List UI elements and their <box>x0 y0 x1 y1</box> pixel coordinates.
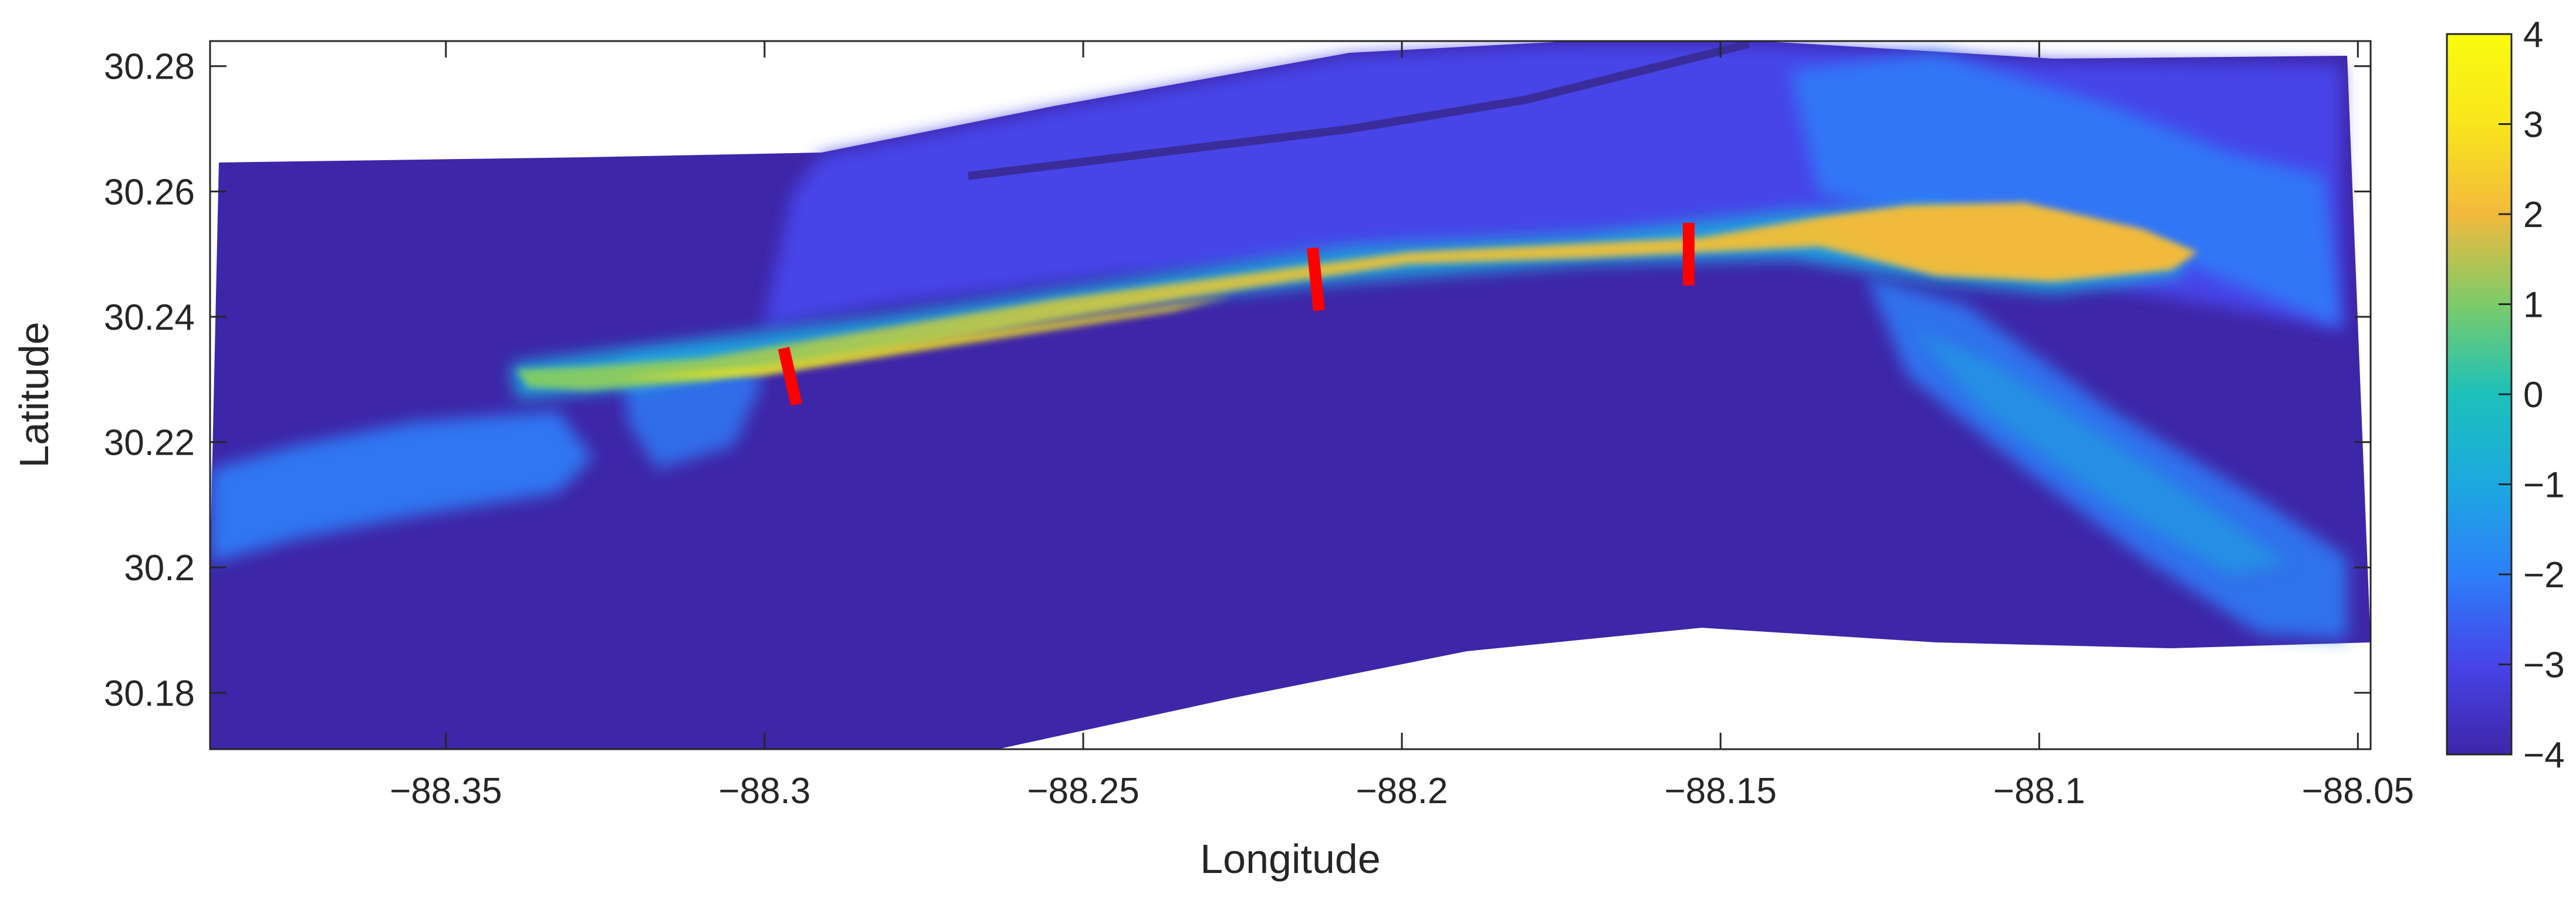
x-tick-label: −88.1 <box>1993 771 2085 811</box>
y-tick-label: 30.18 <box>104 674 195 714</box>
x-tick-label: −88.2 <box>1356 771 1448 811</box>
transects <box>777 222 1695 406</box>
colorbar-tick-label: −3 <box>2523 645 2565 686</box>
colorbar-tick-label: 2 <box>2523 195 2543 235</box>
plot-area <box>210 41 2371 749</box>
y-tick-label: 30.26 <box>104 172 195 212</box>
x-tick-label: −88.35 <box>390 771 502 811</box>
colorbar-tick-label: 3 <box>2523 105 2543 145</box>
y-tick-label: 30.24 <box>104 297 195 338</box>
pass-shoal <box>1790 53 2341 329</box>
x-axis-ticks: −88.35 −88.3 −88.25 −88.2 −88.15 −88.1 −88.05 <box>390 41 2414 811</box>
nearshore-shelf <box>511 205 2183 399</box>
colorbar-tick-label: −1 <box>2523 465 2565 506</box>
y-axis-label: Latitude <box>11 321 57 468</box>
west-shoal <box>210 411 593 563</box>
navigation-channel <box>968 41 1750 180</box>
x-tick-label: −88.15 <box>1664 771 1776 811</box>
x-axis-label: Longitude <box>1200 836 1381 882</box>
x-tick-label: −88.3 <box>718 771 810 811</box>
axes-box <box>209 40 2372 750</box>
y-tick-label: 30.2 <box>124 548 195 588</box>
y-tick-label: 30.22 <box>104 423 195 463</box>
x-tick-label: −88.25 <box>1027 771 1139 811</box>
y-tick-label: 30.28 <box>104 47 195 87</box>
transect-line <box>1307 247 1325 312</box>
east-island-body <box>1819 211 2183 267</box>
colorbar-tick-label: −2 <box>2523 555 2565 595</box>
east-ebb-shoal-inner <box>1913 329 2288 575</box>
colorbar-tick-label: −4 <box>2523 735 2565 776</box>
colorbar-tick-label: 0 <box>2523 375 2543 415</box>
colorbar-tick-label: 1 <box>2523 285 2543 326</box>
transect-line <box>777 347 802 406</box>
colorbar-tick-label: 4 <box>2523 15 2543 55</box>
y-axis-ticks: 30.18 30.2 30.22 30.24 30.26 30.28 <box>104 47 2371 714</box>
x-tick-label: −88.05 <box>2302 771 2414 811</box>
colorbar-ticks: −4 −3 −2 −1 0 1 2 3 4 <box>2499 15 2565 776</box>
